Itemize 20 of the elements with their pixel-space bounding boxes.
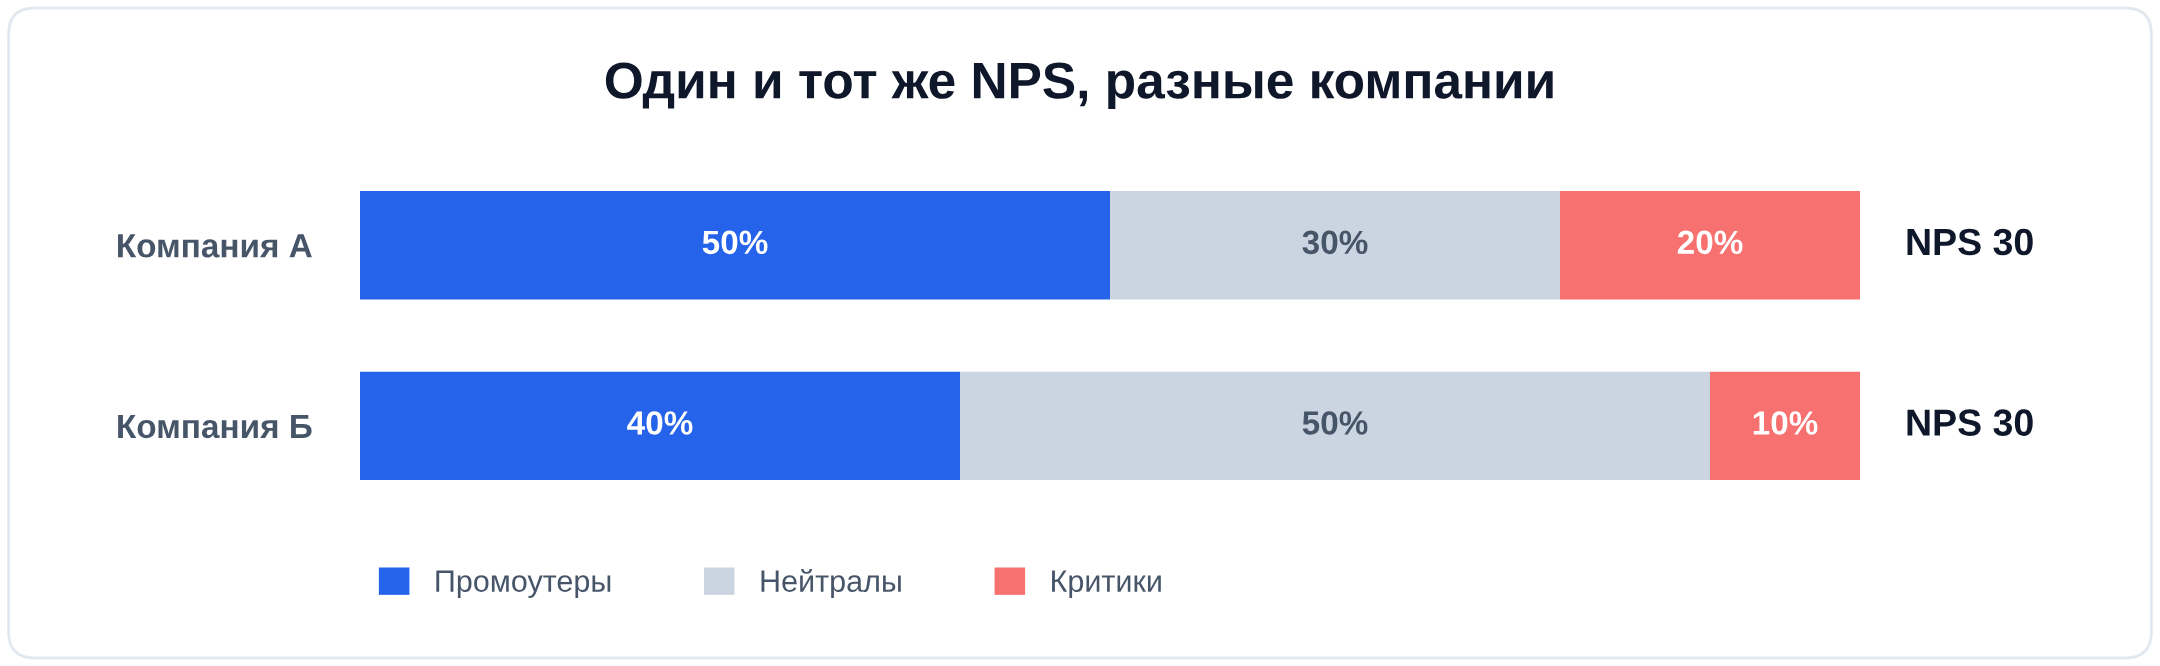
y-tick-label: Компания Б bbox=[118, 414, 312, 439]
y-tick-label: Компания А bbox=[118, 234, 312, 258]
legend-label: Нейтралы bbox=[761, 568, 901, 598]
data-label: 10% bbox=[1753, 411, 1818, 435]
legend-label: Критики bbox=[1052, 570, 1161, 598]
data-label: 40% bbox=[627, 411, 693, 435]
bar bbox=[360, 191, 1110, 300]
data-label: 50% bbox=[1302, 411, 1368, 435]
bar bbox=[1110, 191, 1560, 300]
text: NPS 30 bbox=[1907, 409, 2033, 436]
bar bbox=[1560, 191, 1860, 300]
legend-label: Промоутеры bbox=[436, 570, 611, 598]
bar bbox=[1710, 371, 1860, 480]
bar bbox=[360, 371, 960, 480]
data-label: 50% bbox=[702, 230, 768, 255]
chart-title: Один и тот же NPS, разные компании bbox=[605, 62, 1553, 109]
text: NPS 30 bbox=[1907, 228, 2033, 256]
data-label: 30% bbox=[1302, 230, 1368, 255]
data-label: 20% bbox=[1677, 230, 1743, 255]
bar bbox=[960, 371, 1710, 480]
